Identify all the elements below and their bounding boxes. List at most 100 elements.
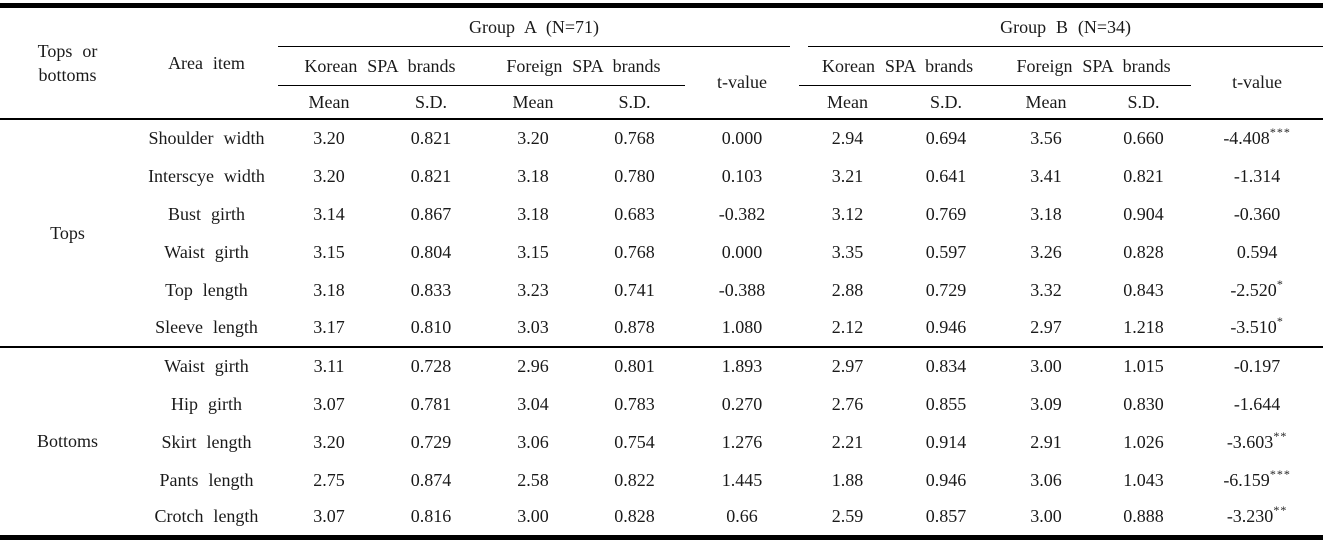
group-b-mean-cell: 2.21 xyxy=(831,431,864,452)
group-a-t-value-cell: -0.382 xyxy=(685,195,799,233)
group-a-mean-cell: 3.04 xyxy=(517,393,549,414)
group-b-t-value-cell-number: -1.314 xyxy=(1233,165,1281,186)
table-row: Skirt length 3.20 0.729 3.06 0.754 1.276 2.21 0… xyxy=(0,423,1323,461)
group-a-t-value-cell: 0.66 xyxy=(685,499,799,537)
significance-stars: * xyxy=(1276,276,1284,291)
group-b-t-value-cell: -1.644 xyxy=(1191,385,1323,423)
group-b-sd-cell: 0.641 xyxy=(925,165,967,186)
group-b-sd-cell: 0.830 xyxy=(1123,393,1164,414)
group-b-t-value-cell-number: -0.360 xyxy=(1233,203,1281,224)
header-b-foreign-mean: Mean xyxy=(996,86,1097,120)
header-a-foreign-sd: S.D. xyxy=(584,86,685,120)
group-a-t-value-cell: 0.000 xyxy=(685,119,799,157)
group-a-mean-cell: 3.14 xyxy=(313,203,345,224)
group-a-sd-cell: 0.729 xyxy=(410,431,452,452)
header-b-korean-mean: Mean xyxy=(799,86,897,120)
header-group-a-tvalue: t-value xyxy=(685,47,800,120)
group-b-sd-cell: 0.769 xyxy=(925,203,967,224)
group-b-mean-cell: 2.91 xyxy=(1030,431,1062,452)
group-b-mean-cell: 2.97 xyxy=(799,346,897,385)
group-b-mean-cell: 1.88 xyxy=(831,469,864,490)
group-a-t-value-cell-number: -0.382 xyxy=(718,203,766,224)
group-a-t-value-cell: 0.103 xyxy=(685,157,799,195)
table-row: Crotch length 3.07 0.816 3.00 0.828 0.66 2.59 0… xyxy=(0,499,1323,537)
group-a-sd-cell: 0.683 xyxy=(614,203,655,224)
group-b-sd-cell: 0.888 xyxy=(1123,506,1164,527)
group-b-mean-cell: 3.09 xyxy=(1030,393,1062,414)
group-b-mean-cell: 2.59 xyxy=(831,506,864,527)
group-a-mean-cell: 2.58 xyxy=(517,469,549,490)
group-b-mean-cell: 3.12 xyxy=(831,203,864,224)
group-a-sd-cell: 0.816 xyxy=(410,506,452,527)
group-b-t-value-cell-number: -3.603 xyxy=(1226,431,1274,452)
group-b-sd-cell: 0.597 xyxy=(925,241,967,262)
group-a-sd-cell: 0.874 xyxy=(410,469,452,490)
group-b-t-value-cell-number: -3.510 xyxy=(1230,317,1277,337)
group-b-t-value-cell: -2.520* xyxy=(1191,271,1323,309)
header-group-b: Group B (N=34) xyxy=(799,6,1323,47)
group-b-mean-cell: 2.94 xyxy=(831,128,864,148)
group-b-sd-cell: 0.914 xyxy=(925,431,967,452)
group-b-t-value-cell-number: -2.520 xyxy=(1230,279,1277,300)
header-group-a-korean-brands: Korean SPA brands xyxy=(278,47,482,86)
table-row: Interscye width 3.20 0.821 3.18 0.780 0.103 3.… xyxy=(0,157,1323,195)
group-a-sd-cell: 0.821 xyxy=(410,165,452,186)
group-b-sd-cell: 0.834 xyxy=(896,346,997,385)
group-b-t-value-cell: -0.360 xyxy=(1191,195,1323,233)
group-b-sd-cell: 0.821 xyxy=(1123,165,1164,186)
header-group-a: Group A (N=71) xyxy=(278,6,799,47)
group-a-mean-cell: 3.17 xyxy=(313,317,345,337)
group-a-sd-cell: 0.822 xyxy=(614,469,655,490)
group-a-sd-cell: 0.783 xyxy=(614,393,655,414)
header-group-b-tvalue: t-value xyxy=(1191,47,1323,120)
group-a-mean-cell: 3.06 xyxy=(517,431,549,452)
group-a-mean-cell: 3.11 xyxy=(278,346,380,385)
area-item-cell: Waist girth xyxy=(135,346,278,385)
group-b-mean-cell: 2.97 xyxy=(1030,317,1062,337)
group-b-sd-cell: 0.843 xyxy=(1123,279,1164,300)
section-label-bottoms: Bottoms xyxy=(0,346,135,537)
group-a-mean-cell: 2.75 xyxy=(313,469,345,490)
area-item-cell: Pants length xyxy=(159,469,254,490)
group-a-sd-cell: 0.768 xyxy=(614,128,655,148)
group-b-sd-cell: 0.946 xyxy=(925,317,967,337)
group-b-t-value-cell-number: -3.230 xyxy=(1226,506,1274,527)
header-group-a-foreign-brands: Foreign SPA brands xyxy=(482,47,685,86)
group-b-mean-cell: 2.76 xyxy=(831,393,864,414)
header-b-korean-sd: S.D. xyxy=(896,86,997,120)
group-a-mean-cell: 2.96 xyxy=(482,346,584,385)
group-a-mean-cell: 3.07 xyxy=(313,506,345,527)
group-b-t-value-cell-number: -4.408 xyxy=(1223,128,1270,148)
table-row: Pants length 2.75 0.874 2.58 0.822 1.445 1.88 0… xyxy=(0,461,1323,499)
group-a-sd-cell: 0.804 xyxy=(410,241,452,262)
group-a-sd-cell: 0.754 xyxy=(614,431,655,452)
group-b-mean-cell: 3.56 xyxy=(1030,128,1062,148)
group-b-sd-cell: 0.904 xyxy=(1123,203,1164,224)
group-b-mean-cell: 2.88 xyxy=(831,279,864,300)
header-tops-or-bottoms-line2: bottoms xyxy=(38,65,97,85)
area-item-cell: Bust girth xyxy=(168,203,245,224)
group-a-sd-cell: 0.867 xyxy=(410,203,452,224)
group-a-t-value-cell-number: 1.445 xyxy=(721,469,763,490)
header-a-korean-mean: Mean xyxy=(278,86,380,120)
group-b-mean-cell: 3.00 xyxy=(996,346,1097,385)
group-a-sd-cell: 0.828 xyxy=(614,506,655,527)
table-row: Bottoms Waist girth 3.11 0.728 2.96 0.801 1.89… xyxy=(0,346,1323,537)
group-b-mean-cell: 3.41 xyxy=(1030,165,1062,186)
group-b-mean-cell: 3.32 xyxy=(1030,279,1062,300)
group-a-mean-cell: 3.07 xyxy=(313,393,345,414)
group-a-mean-cell: 3.00 xyxy=(517,506,549,527)
group-b-t-value-cell-number: 0.594 xyxy=(1236,241,1278,262)
section-label-tops: Tops xyxy=(50,222,85,243)
group-a-t-value-cell-number: 0.103 xyxy=(721,165,763,186)
area-item-cell: Shoulder width xyxy=(148,128,265,148)
group-b-mean-cell: 2.12 xyxy=(831,317,864,337)
significance-stars: ** xyxy=(1273,428,1288,443)
group-a-t-value-cell-number: 0.66 xyxy=(726,506,758,527)
group-a-t-value-cell: 1.893 xyxy=(685,346,800,385)
group-b-mean-cell: 3.06 xyxy=(1030,469,1062,490)
group-a-t-value-cell-number: 0.000 xyxy=(721,241,763,262)
group-a-t-value-cell: -0.388 xyxy=(685,271,799,309)
group-a-mean-cell: 3.15 xyxy=(313,241,345,262)
header-a-korean-sd: S.D. xyxy=(380,86,482,120)
